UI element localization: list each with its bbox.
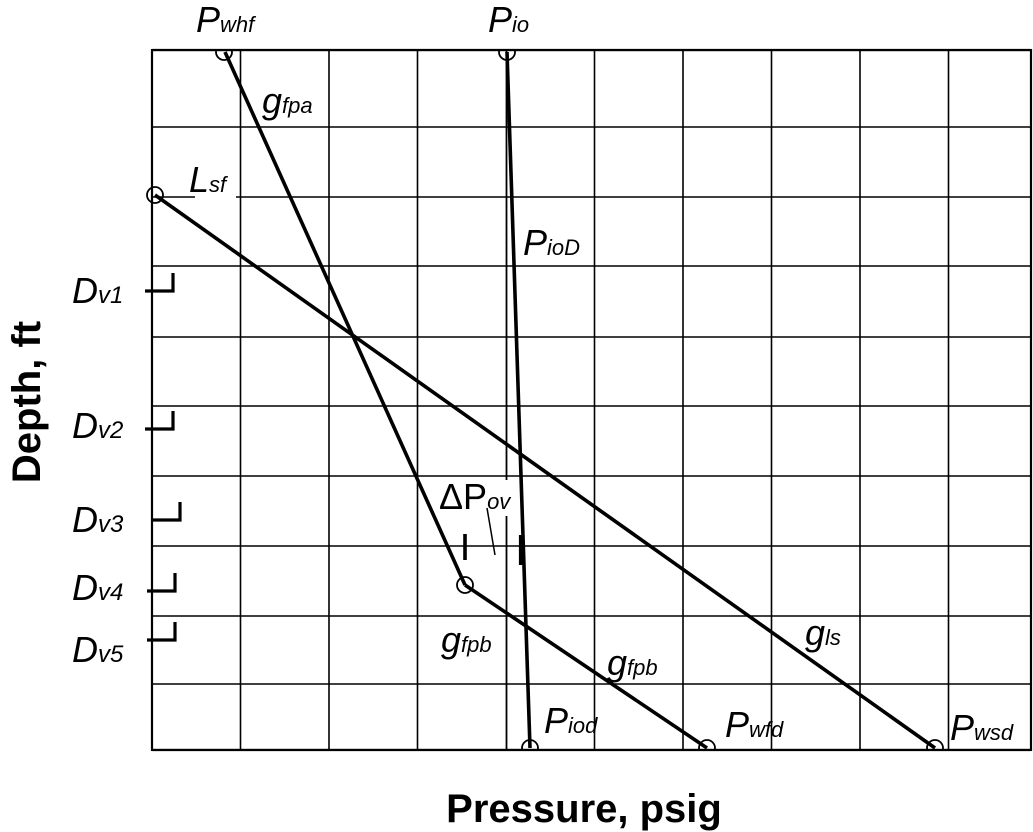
grid — [152, 50, 1031, 750]
dv4-label: Dv4 — [72, 567, 123, 608]
gfpb-right-label: gfpb — [607, 642, 658, 683]
dv5-bracket — [147, 622, 177, 642]
bottom-mask — [150, 751, 1033, 771]
x-axis-title: Pressure, psig — [446, 787, 722, 831]
dv5-label: Dv5 — [72, 629, 124, 670]
piod-label: Piod — [544, 700, 598, 741]
lsf-marker — [146, 186, 164, 204]
delta-pov-label: ΔPov — [439, 476, 512, 517]
pwfd-label: Pwfd — [725, 704, 784, 745]
dv1-label: Dv1 — [72, 270, 123, 311]
y-axis-title: Depth, ft — [5, 321, 49, 483]
curves — [153, 51, 937, 750]
pwhf-label: Pwhf — [196, 0, 257, 40]
pioD-line — [505, 51, 532, 749]
plot-frame — [150, 48, 1033, 752]
pioD-label: PioD — [523, 222, 580, 263]
dv3-label: Dv3 — [72, 499, 124, 540]
dv2-label: Dv2 — [72, 405, 123, 446]
pwsd-label: Pwsd — [950, 707, 1014, 748]
dv3-bracket — [152, 502, 182, 522]
delta-pov-markers — [463, 507, 524, 565]
dv1-bracket — [145, 273, 175, 293]
valve-depth-markers — [145, 273, 182, 642]
gfpa-label: gfpa — [262, 80, 313, 121]
delta-pov-leader — [486, 507, 496, 556]
gfpa-line — [223, 51, 467, 586]
gls-line — [153, 193, 937, 750]
lsf-label: Lsf — [189, 159, 229, 200]
pio-label: Pio — [488, 0, 529, 40]
top-mask — [150, 30, 1033, 49]
gfpb-line — [463, 583, 709, 750]
dv4-bracket — [147, 573, 177, 593]
gls-label: gls — [805, 612, 841, 653]
injection-point-marker — [456, 576, 474, 594]
dv2-bracket — [145, 411, 175, 431]
gfpb-left-label: gfpb — [441, 619, 492, 660]
